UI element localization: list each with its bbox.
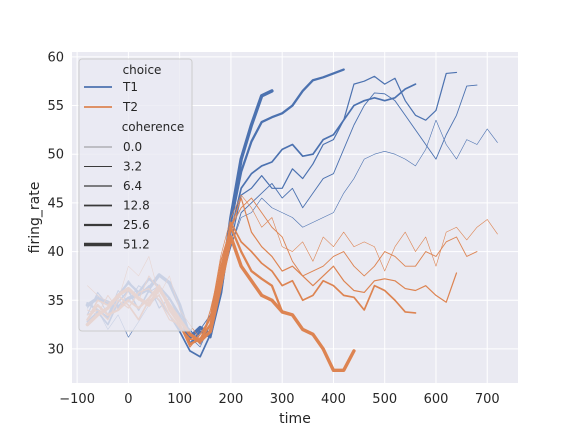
legend-title-choice: choice	[123, 63, 162, 77]
y-tick-label: 30	[47, 342, 64, 357]
x-tick-label: 200	[219, 392, 244, 407]
legend-label-coherence: 6.4	[123, 179, 142, 193]
legend: choice T1 T2 coherence 0.0 3.2 6.4 12.8 25.6 51.2	[78, 58, 193, 332]
y-axis-label: firing_rate	[27, 182, 43, 254]
y-tick-label: 55	[47, 99, 64, 114]
y-tick-labels: 30 35 40 45 50 55 60	[47, 50, 64, 357]
legend-label-coherence: 3.2	[123, 160, 142, 174]
legend-label-coherence: 0.0	[123, 140, 142, 154]
legend-title-coherence: coherence	[122, 120, 185, 134]
legend-label-coherence: 25.6	[123, 218, 150, 232]
x-tick-label: 300	[270, 392, 295, 407]
y-tick-label: 50	[47, 148, 64, 163]
x-tick-label: 0	[124, 392, 132, 407]
x-tick-labels: −100 0 100 200 300 400 500 600 700	[59, 392, 499, 407]
legend-label-t2: T2	[122, 100, 138, 114]
y-tick-label: 45	[47, 196, 64, 211]
y-tick-label: 40	[47, 245, 64, 260]
x-axis-label: time	[279, 411, 311, 427]
y-tick-label: 35	[47, 294, 64, 309]
x-tick-label: −100	[59, 392, 95, 407]
legend-box	[78, 58, 193, 332]
x-tick-label: 500	[372, 392, 397, 407]
y-tick-label: 60	[47, 50, 64, 65]
x-tick-label: 600	[424, 392, 449, 407]
legend-label-coherence: 51.2	[123, 238, 150, 252]
x-tick-label: 700	[475, 392, 500, 407]
legend-label-t1: T1	[122, 80, 138, 94]
x-tick-label: 400	[321, 392, 346, 407]
x-tick-label: 100	[167, 392, 192, 407]
legend-label-coherence: 12.8	[123, 199, 150, 213]
